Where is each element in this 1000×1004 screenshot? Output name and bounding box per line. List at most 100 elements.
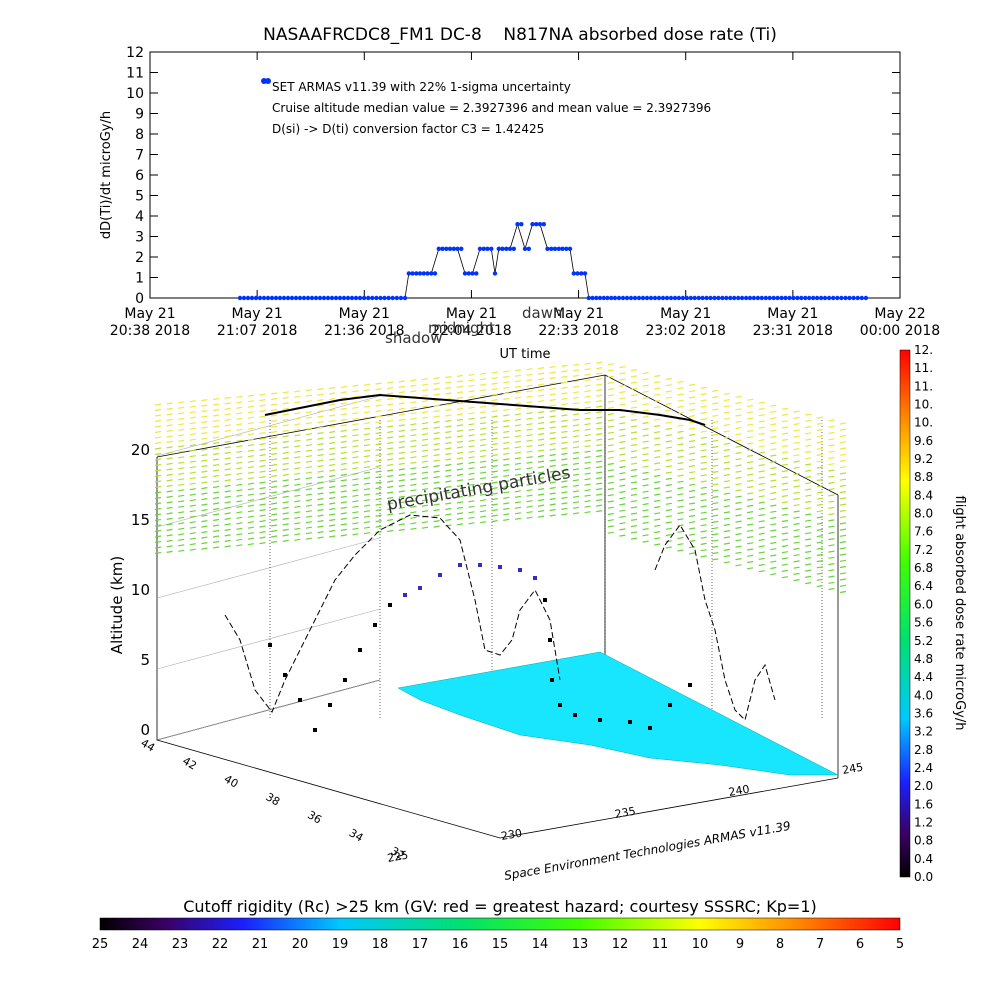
particle-dash	[538, 427, 545, 430]
particle-dash	[201, 498, 208, 501]
particle-dash	[514, 473, 521, 476]
particle-dash	[271, 518, 278, 522]
particle-dash	[781, 432, 788, 435]
particle-dash	[236, 406, 243, 409]
particle-dash	[654, 499, 661, 502]
track-point	[558, 703, 562, 707]
particle-dash	[654, 462, 661, 465]
particle-dash	[793, 448, 800, 451]
particle-dash	[410, 522, 417, 525]
particle-dash	[781, 463, 788, 466]
particle-dash	[677, 474, 684, 477]
particle-dash	[201, 443, 208, 446]
particle-dash	[677, 455, 684, 458]
particle-dash	[491, 432, 498, 435]
particle-dash	[642, 515, 649, 518]
particle-dash	[189, 482, 196, 485]
particle-dash	[213, 518, 220, 522]
particle-dash	[805, 457, 812, 460]
dose-point	[451, 246, 456, 251]
dose-point	[763, 295, 768, 301]
dose-point	[612, 295, 618, 301]
particle-dash	[828, 525, 835, 528]
dose-point	[779, 295, 784, 301]
particle-dash	[247, 427, 254, 430]
particle-dash	[271, 529, 278, 533]
particle-dash	[677, 405, 684, 408]
particle-dash	[549, 365, 556, 369]
particle-dash	[178, 428, 185, 431]
particle-dash	[526, 450, 533, 453]
particle-dash	[363, 526, 371, 529]
particle-dash	[305, 477, 312, 480]
dose-point	[560, 246, 565, 251]
particle-dash	[654, 393, 661, 396]
particle-dash	[572, 385, 580, 388]
particle-dash	[340, 473, 347, 476]
particle-dash	[770, 467, 777, 470]
particle-dash	[317, 470, 324, 473]
particle-dash	[247, 438, 254, 441]
colorbar-right-tick: 2.8	[914, 743, 933, 757]
particle-dash	[805, 426, 812, 429]
particle-dash	[839, 484, 847, 487]
dose-point	[672, 295, 678, 301]
particle-dash	[480, 499, 487, 502]
particle-dash	[828, 425, 835, 428]
particle-dash	[747, 548, 754, 551]
particle-dash	[677, 468, 684, 471]
particle-dash	[828, 544, 835, 547]
particle-dash	[828, 469, 835, 472]
particle-dash	[224, 468, 231, 471]
particle-dash	[723, 561, 730, 564]
particle-dash	[398, 484, 405, 487]
particle-dash	[584, 362, 591, 365]
particle-dash	[839, 503, 847, 506]
dose-point	[847, 295, 852, 301]
particle-dash	[677, 518, 684, 521]
particle-dash	[491, 399, 498, 402]
particle-dash	[305, 499, 312, 502]
colorbar-bottom-tick: 13	[572, 937, 589, 952]
particle-dash	[607, 531, 614, 534]
dose-point	[839, 295, 844, 301]
particle-dash	[549, 464, 556, 468]
particle-dash	[294, 417, 301, 420]
particle-dash	[526, 472, 533, 475]
particle-dash	[398, 528, 405, 531]
dose-point	[515, 222, 520, 227]
particle-dash	[572, 440, 580, 443]
particle-dash	[247, 411, 254, 414]
particle-dash	[770, 492, 777, 495]
particle-dash	[700, 517, 707, 521]
particle-dash	[294, 395, 301, 398]
x-tick-label-date: May 22	[874, 306, 925, 322]
particle-dash	[201, 415, 208, 418]
particle-dash	[166, 457, 173, 460]
particle-dash	[816, 547, 823, 550]
particle-dash	[387, 463, 394, 467]
particle-dash	[189, 422, 196, 425]
x-tick-label-time: 21:36 2018	[324, 323, 404, 339]
particle-dash	[642, 509, 649, 512]
particle-dash	[189, 433, 196, 436]
particle-dash	[619, 447, 626, 450]
particle-dash	[456, 523, 463, 526]
particle-dash	[781, 476, 788, 479]
colorbar-right-tick: 5.2	[914, 634, 933, 648]
particle-dash	[689, 465, 696, 468]
particle-dash	[317, 498, 324, 501]
particle-dash	[305, 455, 312, 458]
dose-point	[795, 295, 800, 301]
particle-dash	[770, 410, 777, 413]
particle-dash	[700, 492, 707, 496]
particle-dash	[387, 397, 394, 401]
particle-dash	[224, 539, 231, 542]
particle-dash	[294, 505, 301, 508]
particle-dash	[305, 427, 312, 430]
particle-dash	[526, 516, 533, 519]
particle-dash	[689, 496, 696, 499]
particle-dash	[781, 413, 788, 416]
particle-dash	[189, 405, 196, 408]
particle-dash	[561, 364, 568, 367]
